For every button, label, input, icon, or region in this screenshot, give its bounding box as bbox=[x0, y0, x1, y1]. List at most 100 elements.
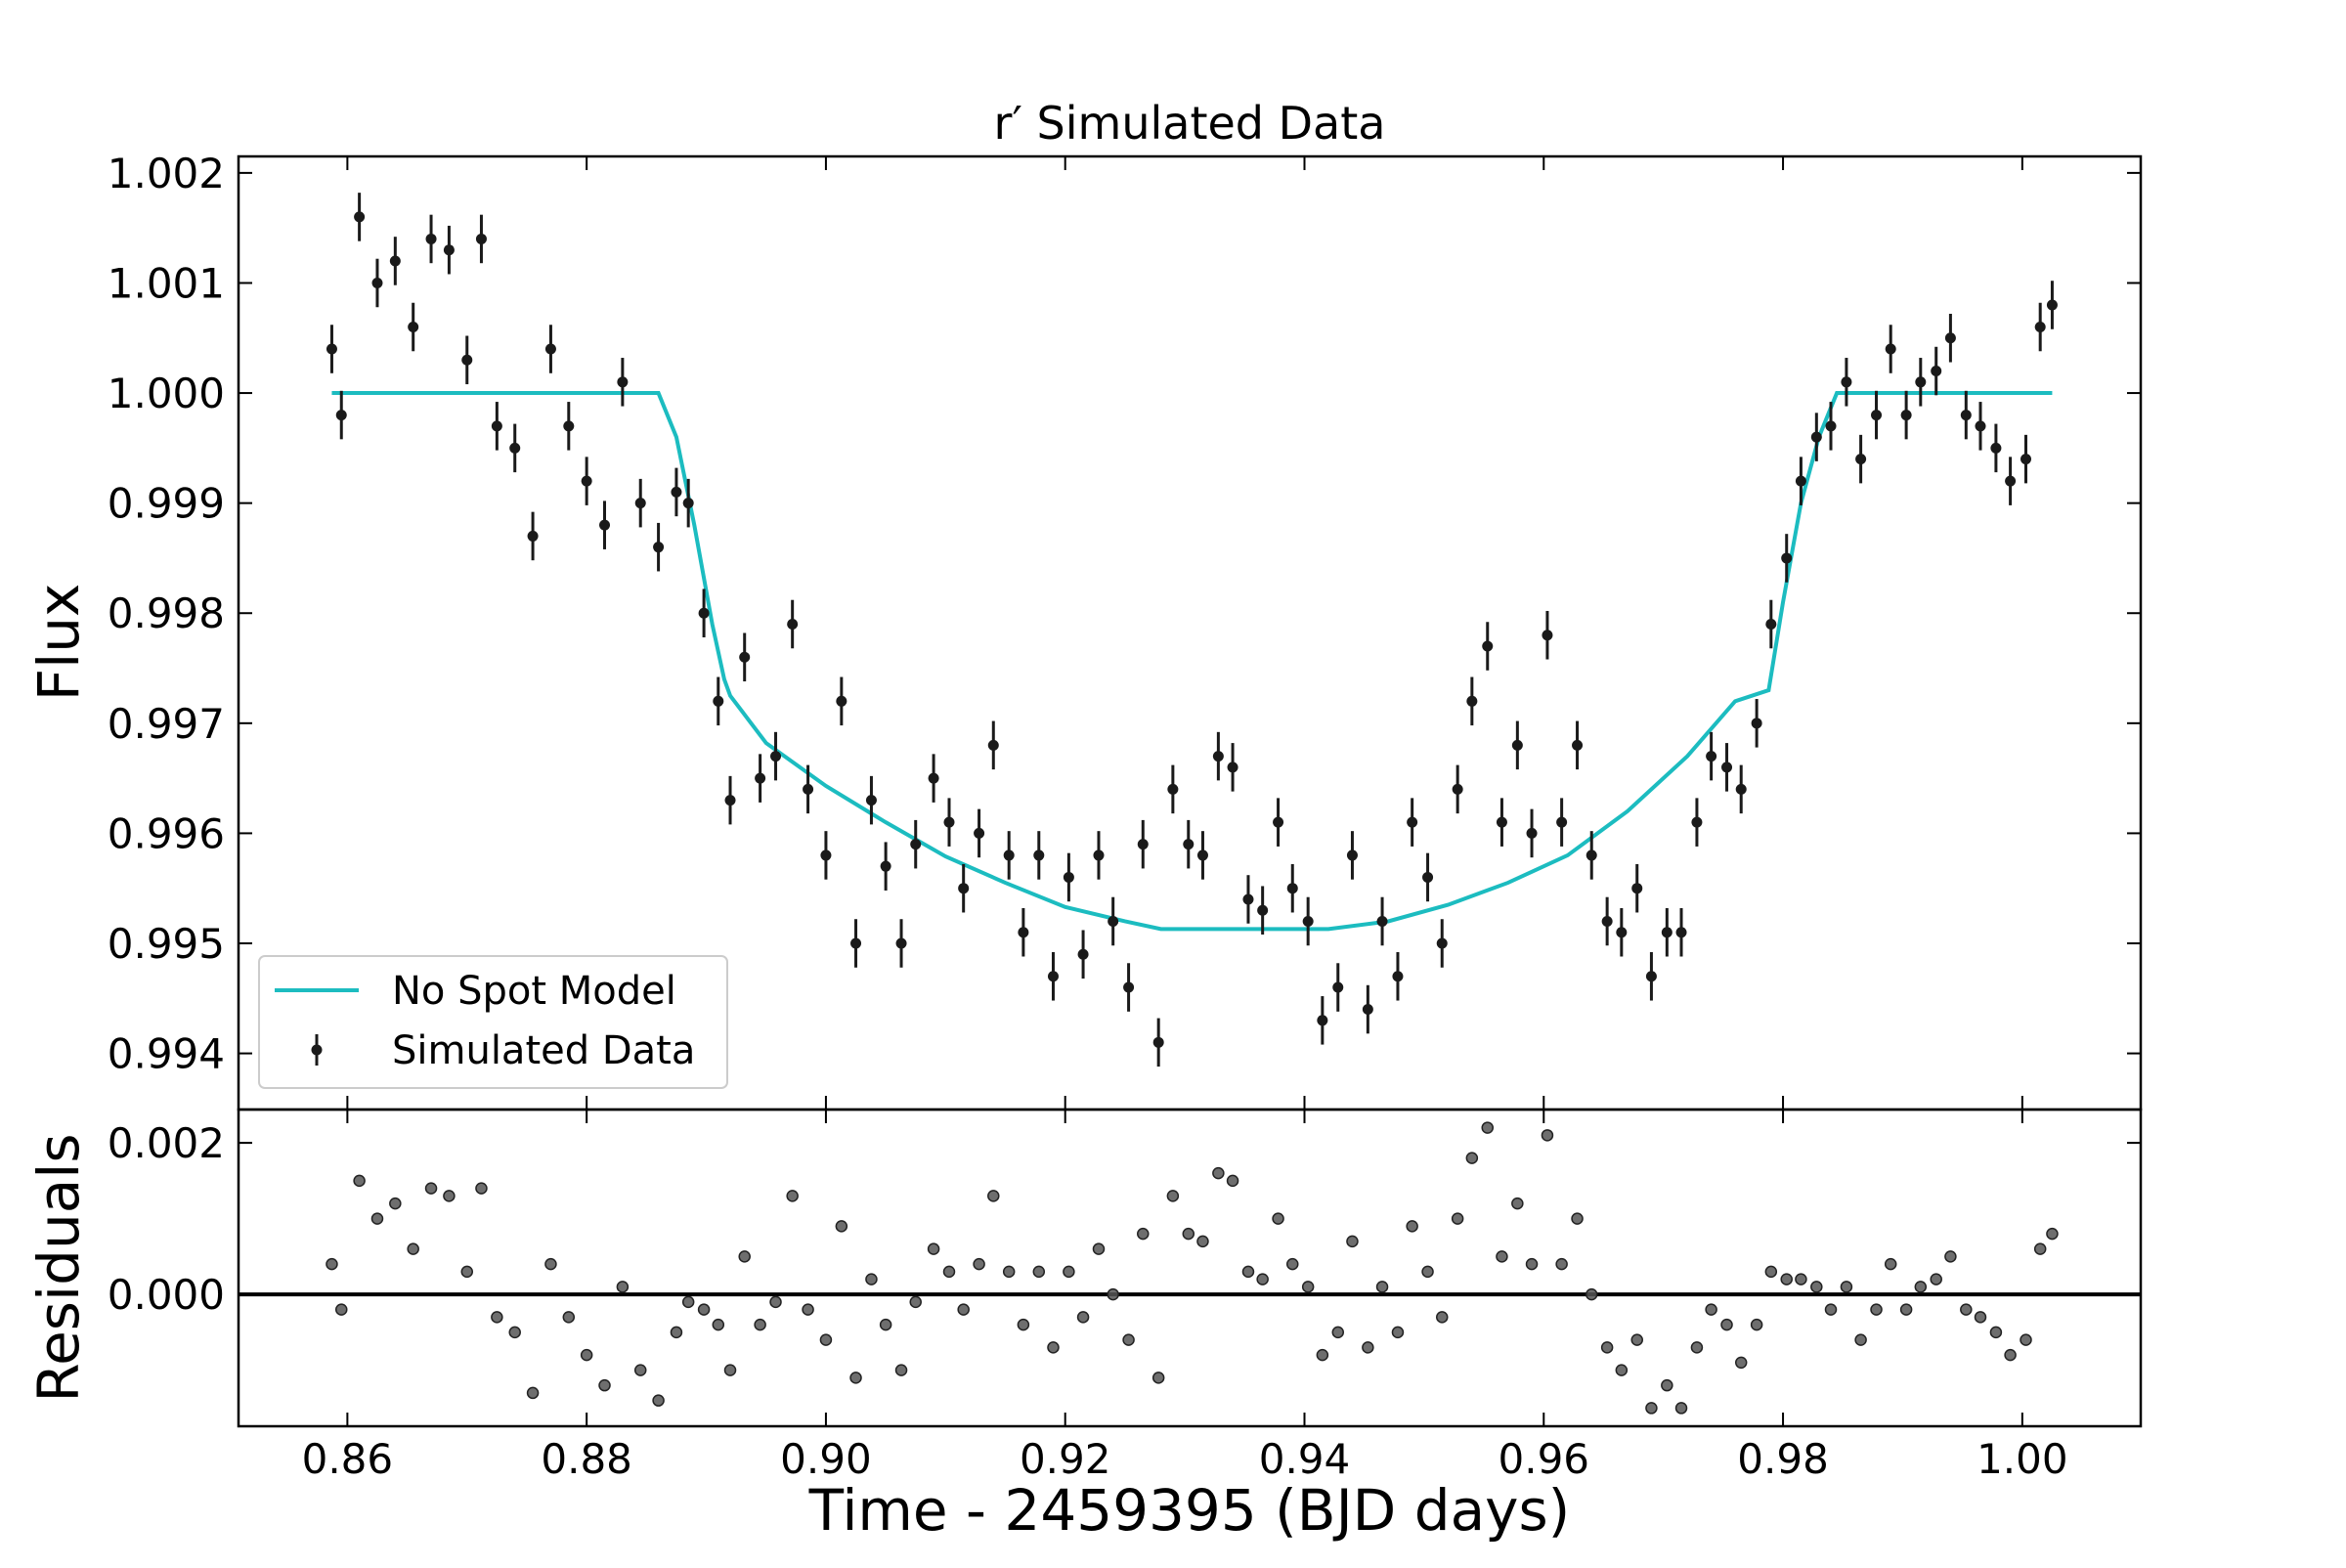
y-tick-label: 1.000 bbox=[108, 370, 225, 417]
residual-point bbox=[1630, 1333, 1643, 1346]
y-tick-label: 1.001 bbox=[108, 259, 225, 307]
data-point bbox=[335, 410, 347, 421]
residual-point bbox=[1107, 1287, 1119, 1301]
data-point bbox=[820, 849, 832, 861]
x-tick-label: 1.00 bbox=[1977, 1435, 2068, 1483]
y-axis-label: Flux bbox=[25, 584, 92, 702]
data-point bbox=[1810, 431, 1822, 443]
residual-point bbox=[1063, 1265, 1075, 1279]
residual-point bbox=[370, 1212, 384, 1225]
data-point bbox=[1601, 915, 1613, 927]
data-point bbox=[1960, 410, 1972, 421]
x-tick-label: 0.98 bbox=[1737, 1435, 1829, 1483]
residual-point bbox=[1435, 1311, 1449, 1324]
chart-title: r′ Simulated Data bbox=[994, 97, 1386, 150]
data-point bbox=[1944, 332, 1956, 344]
data-point bbox=[713, 695, 724, 707]
residual-point bbox=[1974, 1311, 1987, 1324]
residual-point bbox=[1764, 1265, 1778, 1279]
data-point bbox=[1631, 883, 1643, 894]
residual-point bbox=[1854, 1333, 1867, 1346]
data-point bbox=[1586, 849, 1597, 861]
residual-point bbox=[670, 1326, 683, 1339]
y-tick-label: 0.997 bbox=[108, 700, 225, 748]
residual-point bbox=[1899, 1303, 1913, 1316]
legend-label: Simulated Data bbox=[392, 1028, 695, 1073]
data-point bbox=[1735, 783, 1747, 795]
x-tick-label: 0.86 bbox=[302, 1435, 394, 1483]
data-point bbox=[1661, 927, 1673, 938]
residual-point bbox=[1256, 1273, 1269, 1285]
residual-point bbox=[865, 1273, 878, 1285]
residual-point bbox=[1196, 1235, 1209, 1248]
data-point bbox=[682, 498, 694, 509]
residual-point bbox=[1780, 1273, 1793, 1285]
residual-point bbox=[1151, 1372, 1165, 1384]
data-point bbox=[1706, 751, 1717, 762]
data-point bbox=[739, 651, 751, 663]
data-point bbox=[910, 839, 922, 850]
data-point bbox=[1825, 420, 1837, 432]
data-point bbox=[1108, 915, 1119, 927]
residual-point bbox=[1002, 1265, 1016, 1279]
residual-point bbox=[1465, 1152, 1479, 1164]
data-point bbox=[1242, 893, 1254, 905]
y-tick-label: 1.002 bbox=[108, 150, 225, 197]
residual-point bbox=[1451, 1212, 1464, 1225]
plot-frame bbox=[237, 1108, 2143, 1428]
residual-point bbox=[1720, 1318, 1733, 1331]
data-point bbox=[1900, 410, 1912, 421]
data-point bbox=[1645, 971, 1657, 982]
residual-point bbox=[491, 1311, 503, 1324]
residual-point bbox=[1555, 1257, 1568, 1271]
residual-point bbox=[1286, 1257, 1299, 1271]
data-point bbox=[1346, 849, 1358, 861]
data-point bbox=[1482, 640, 1494, 652]
residual-point bbox=[1645, 1402, 1658, 1415]
residual-point bbox=[424, 1182, 438, 1195]
residual-point bbox=[1226, 1174, 1239, 1188]
data-point bbox=[634, 498, 646, 509]
data-point bbox=[1466, 695, 1478, 707]
residual-point bbox=[335, 1303, 348, 1316]
y-tick-label: 0.000 bbox=[108, 1271, 225, 1319]
data-point bbox=[1257, 904, 1269, 916]
y-tick-label: 0.002 bbox=[108, 1119, 225, 1167]
data-point bbox=[1407, 816, 1418, 828]
data-point bbox=[443, 244, 455, 256]
data-point bbox=[1931, 366, 1942, 377]
data-point bbox=[1975, 420, 1986, 432]
residual-point bbox=[1316, 1348, 1329, 1362]
residual-point bbox=[754, 1318, 766, 1331]
residual-point bbox=[1989, 1326, 2003, 1339]
residual-point bbox=[1734, 1356, 1748, 1370]
residual-point bbox=[1346, 1235, 1359, 1248]
data-point bbox=[1227, 762, 1238, 773]
residual-point bbox=[1421, 1265, 1434, 1279]
residual-point bbox=[1331, 1326, 1345, 1339]
data-point bbox=[389, 255, 401, 267]
data-point bbox=[1616, 927, 1628, 938]
residual-point bbox=[1122, 1333, 1135, 1346]
data-point bbox=[617, 376, 629, 388]
residual-point bbox=[723, 1364, 737, 1376]
residual-point bbox=[786, 1190, 799, 1202]
residual-point bbox=[1481, 1121, 1495, 1134]
data-point bbox=[1093, 849, 1105, 861]
legend-box bbox=[258, 955, 728, 1089]
residual-point bbox=[1092, 1242, 1106, 1255]
data-point bbox=[1047, 971, 1059, 982]
data-point bbox=[958, 883, 970, 894]
residual-point bbox=[1241, 1265, 1255, 1279]
residual-point bbox=[1824, 1303, 1838, 1316]
residual-point bbox=[1525, 1257, 1539, 1271]
data-point bbox=[1332, 981, 1344, 993]
residual-point bbox=[2046, 1227, 2059, 1241]
data-point bbox=[1003, 849, 1015, 861]
residual-point bbox=[957, 1303, 970, 1316]
data-point bbox=[1152, 1036, 1164, 1048]
residual-point bbox=[1661, 1378, 1673, 1392]
x-tick-label: 0.90 bbox=[780, 1435, 872, 1483]
residual-point bbox=[1840, 1281, 1853, 1293]
data-point bbox=[770, 751, 782, 762]
